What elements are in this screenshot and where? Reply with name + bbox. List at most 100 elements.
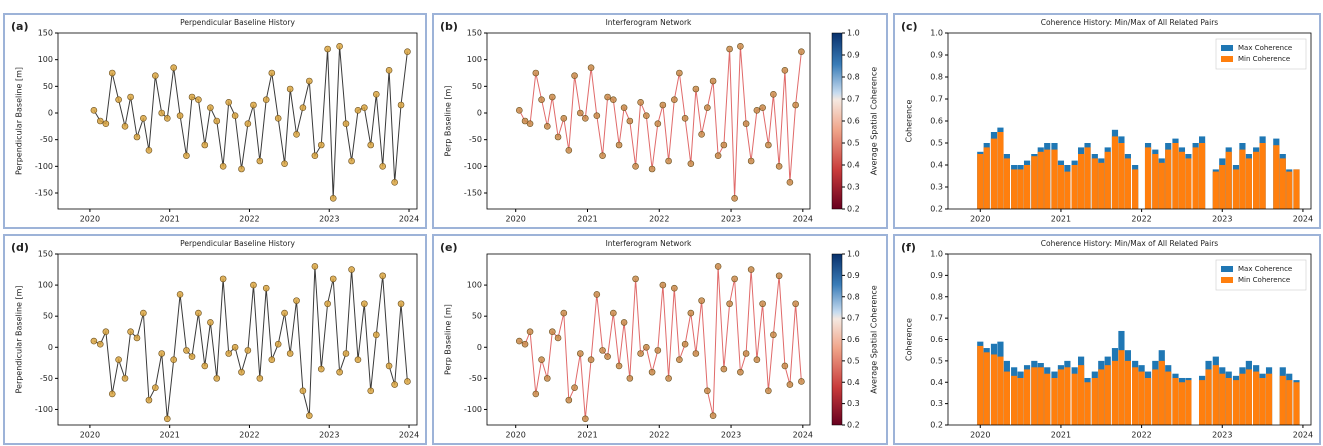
y-tick-label: 0.2	[930, 205, 943, 214]
x-tick-label: 2024	[399, 215, 419, 224]
colorbar-tick-label: 1.0	[847, 250, 860, 259]
coherence-bar	[1064, 171, 1071, 209]
chart-title: Coherence History: Min/Max of All Relate…	[1041, 18, 1218, 27]
coherence-bar	[1286, 171, 1293, 209]
acquisition-point	[753, 107, 761, 114]
chart-title: Perpendicular Baseline History	[180, 18, 295, 27]
acquisition-point	[737, 368, 744, 376]
acquisition-point	[643, 112, 650, 119]
coherence-bar	[1084, 147, 1091, 209]
acquisition-point	[152, 72, 159, 79]
coherence-bar	[1017, 377, 1024, 425]
acquisition-point	[532, 390, 540, 398]
colorbar-tick-label: 0.6	[847, 335, 860, 344]
coherence-bar	[1091, 377, 1098, 425]
coherence-bar	[1037, 367, 1044, 425]
acquisition-point	[201, 141, 209, 149]
panel-border	[432, 234, 888, 445]
coherence-bar	[983, 352, 990, 425]
acquisition-point	[770, 91, 777, 98]
plot-frame	[57, 253, 418, 426]
acquisition-point	[361, 104, 368, 111]
acquisition-point	[367, 387, 375, 395]
acquisition-point	[648, 368, 656, 376]
y-tick-label: -100	[35, 405, 53, 414]
acquisition-point	[336, 43, 343, 50]
acquisition-point	[262, 96, 270, 103]
coherence-bar	[1011, 169, 1018, 209]
coherence-bar	[1132, 367, 1139, 425]
coherence-bar	[1165, 149, 1172, 209]
coherence-bar	[1259, 377, 1266, 425]
plot-frame	[486, 32, 811, 210]
acquisition-point	[560, 309, 568, 317]
legend-label: Max Coherence	[1238, 44, 1292, 52]
acquisition-point	[775, 272, 783, 280]
panel: (c) Coherence History: Min/Max of All Rel…	[893, 13, 1321, 229]
y-tick-label: 0.6	[930, 117, 943, 126]
panel-border	[3, 13, 427, 229]
acquisition-point	[765, 141, 772, 149]
acquisition-point	[610, 309, 617, 317]
acquisition-point	[765, 387, 772, 395]
colorbar-tick-label: 0.9	[847, 271, 860, 280]
coherence-bar	[1245, 369, 1252, 425]
coherence-bar	[1064, 367, 1071, 425]
coherence-bar	[1232, 169, 1240, 209]
acquisition-point	[170, 356, 177, 364]
coherence-bar	[1003, 158, 1010, 209]
coherence-bar	[1124, 158, 1131, 209]
coherence-bar	[1199, 380, 1206, 425]
x-tick-label: 2021	[1051, 431, 1071, 440]
y-tick-label: -50	[40, 135, 53, 144]
coherence-bar	[997, 356, 1004, 425]
x-tick-label: 2024	[399, 431, 419, 440]
acquisition-point	[361, 300, 368, 308]
acquisition-point	[526, 328, 534, 336]
acquisition-point	[96, 340, 104, 348]
acquisition-point	[654, 347, 662, 354]
y-tick-label: 50	[472, 82, 482, 91]
acquisition-point	[176, 112, 184, 119]
y-tick-label: 0.6	[930, 335, 943, 344]
panel: (e) Interferogram Network Perp Baseline [m…	[432, 234, 888, 445]
y-tick-label: 0.2	[930, 421, 943, 430]
acquisition-point	[342, 350, 350, 357]
acquisition-point	[786, 381, 794, 388]
acquisition-point	[671, 96, 678, 103]
coherence-bar	[1172, 143, 1179, 209]
x-tick-label: 2022	[1131, 431, 1151, 440]
x-tick-label: 2023	[319, 431, 339, 440]
acquisition-point	[599, 347, 606, 354]
acquisition-point	[207, 319, 214, 326]
coherence-bar	[1239, 149, 1246, 209]
coherence-bar	[1144, 147, 1152, 209]
chart-title: Interferogram Network	[606, 18, 692, 27]
acquisition-point	[687, 309, 695, 317]
coherence-bar	[977, 154, 984, 209]
x-tick-label: 2023	[1212, 431, 1232, 440]
coherence-bar	[1031, 156, 1038, 209]
acquisition-point	[742, 350, 750, 357]
y-tick-label: -100	[464, 405, 482, 414]
acquisition-point	[183, 152, 190, 159]
acquisition-point	[397, 300, 405, 308]
acquisition-point	[665, 375, 672, 382]
acquisition-point	[286, 350, 294, 357]
acquisition-point	[759, 300, 766, 308]
acquisition-point	[385, 67, 393, 74]
acquisition-point	[714, 152, 722, 159]
colorbar-tick-label: 0.5	[847, 139, 860, 148]
y-tick-label: 0.3	[930, 183, 943, 192]
panel-border	[893, 234, 1321, 445]
colorbar-tick-label: 0.6	[847, 117, 860, 126]
plot-frame	[57, 32, 418, 210]
acquisition-point	[305, 77, 313, 85]
coherence-bar	[1071, 165, 1078, 209]
colorbar-tick-label: 0.8	[847, 292, 860, 301]
legend-box	[1215, 38, 1307, 70]
colorbar-tick-label: 0.9	[847, 51, 860, 60]
panel-label: (e)	[440, 241, 458, 254]
panel-label: (b)	[440, 20, 458, 33]
colorbar-tick-label: 0.2	[847, 421, 860, 430]
